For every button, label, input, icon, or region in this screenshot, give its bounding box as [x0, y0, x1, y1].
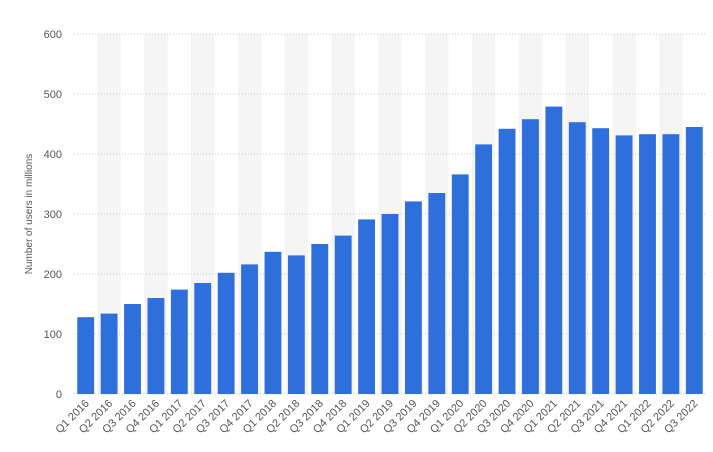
y-tick-label: 600 [44, 29, 62, 41]
y-axis-title: Number of users in millions [24, 154, 35, 275]
bar [685, 127, 703, 394]
bar [404, 201, 422, 394]
y-axis-ticks: 0 100 200 300 400 500 600 [44, 29, 62, 401]
bar [77, 317, 95, 394]
y-tick-label: 200 [44, 269, 62, 281]
bar [147, 298, 165, 394]
bar [241, 264, 258, 394]
bar [545, 106, 563, 394]
y-tick-label: 300 [44, 209, 62, 221]
y-tick-label: 0 [56, 389, 62, 401]
bar [451, 174, 469, 394]
background-band [97, 34, 121, 394]
bar [170, 289, 188, 394]
bars [77, 106, 703, 395]
bar [381, 214, 399, 394]
bar [615, 135, 633, 394]
bar [639, 134, 656, 394]
bar [264, 251, 282, 394]
bar [475, 144, 493, 394]
bar [592, 128, 610, 394]
bar [124, 304, 141, 394]
bar [358, 219, 376, 394]
y-tick-label: 400 [44, 149, 62, 161]
bar [287, 255, 305, 394]
bar [498, 128, 516, 395]
bar [522, 119, 539, 394]
y-tick-label: 500 [44, 89, 62, 101]
bar [428, 193, 446, 394]
bar [311, 244, 329, 394]
bar [568, 122, 586, 394]
bar [334, 235, 352, 394]
bar [662, 134, 680, 394]
y-tick-label: 100 [44, 329, 62, 341]
bar [217, 272, 235, 394]
bar [194, 283, 212, 394]
bar [100, 313, 118, 394]
